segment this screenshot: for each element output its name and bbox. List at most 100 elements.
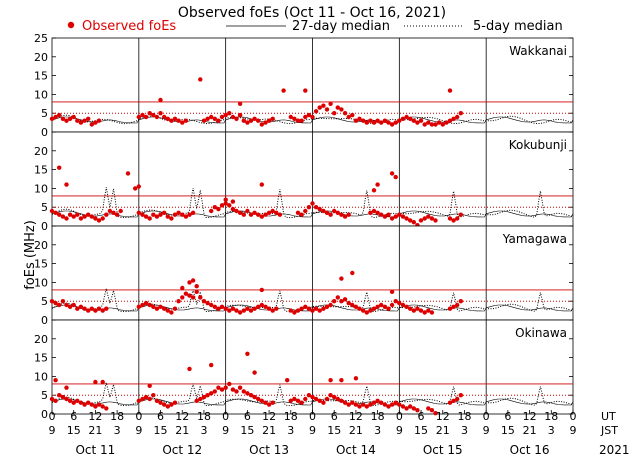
observed-point: [317, 206, 322, 212]
observed-point: [241, 308, 246, 313]
observed-point: [270, 400, 275, 405]
observed-point: [241, 389, 246, 394]
median5-line: [51, 382, 574, 407]
observed-point: [198, 295, 203, 300]
observed-point: [339, 276, 344, 281]
observed-point: [295, 118, 301, 123]
observed-point: [397, 212, 402, 217]
observed-point: [393, 174, 398, 180]
observed-point: [162, 114, 167, 120]
observed-point: [266, 118, 272, 123]
observed-point: [447, 88, 453, 93]
observed-point: [187, 293, 192, 298]
observed-point: [324, 107, 330, 112]
observed-point: [172, 116, 178, 122]
observed-point: [201, 118, 207, 123]
observed-point: [223, 197, 228, 202]
observed-point: [183, 214, 189, 219]
observed-point: [162, 306, 167, 311]
station-label: Yamagawa: [502, 232, 567, 246]
panel-kokubunji: 0 5 10 15 20 Kokubunji: [34, 131, 574, 233]
observed-point: [82, 118, 87, 123]
jst-tick-label: 21: [349, 424, 363, 437]
observed-point: [57, 212, 62, 217]
ut-tick-label: 6: [70, 410, 77, 423]
observed-point: [339, 398, 344, 403]
jst-tick-label: 9: [49, 424, 56, 437]
observed-point: [143, 394, 149, 400]
observed-point: [375, 118, 380, 123]
observed-point: [107, 208, 113, 214]
jst-tick-label: 15: [240, 424, 254, 437]
observed-point: [350, 270, 355, 276]
observed-point: [187, 212, 192, 217]
observed-point: [234, 116, 239, 122]
legend-median5-label: 5-day median: [473, 19, 563, 34]
ut-tick-label: 6: [504, 410, 511, 423]
observed-point: [400, 302, 406, 308]
observed-point: [266, 402, 272, 407]
observed-point: [169, 310, 174, 315]
jst-tick-label: 21: [523, 424, 537, 437]
observed-point: [263, 120, 268, 125]
observed-point: [371, 400, 377, 405]
y-tick-label: 0: [41, 126, 48, 139]
y-tick-label: 10: [34, 276, 48, 289]
observed-point: [180, 212, 185, 217]
observed-point: [288, 308, 293, 313]
observed-point: [187, 280, 192, 285]
observed-point: [382, 214, 388, 219]
observed-point: [198, 77, 203, 82]
observed-point: [429, 408, 435, 413]
day-label: Oct 12: [162, 443, 202, 457]
observed-point: [335, 396, 340, 402]
y-tick-label: 15: [34, 164, 48, 177]
observed-point: [346, 114, 351, 120]
observed-point: [154, 398, 160, 403]
observed-point: [75, 306, 80, 311]
observed-point: [281, 88, 286, 93]
observed-point: [332, 394, 337, 400]
observed-point: [158, 400, 163, 405]
observed-point: [162, 210, 167, 215]
observed-point: [219, 114, 225, 120]
observed-point: [328, 302, 333, 308]
observed-point: [386, 306, 391, 311]
panel-wakkanai: 0 5 10 15 20 25 Wakkanai: [34, 32, 574, 139]
observed-point: [209, 391, 214, 396]
jst-tick-label: 15: [414, 424, 428, 437]
observed-point: [183, 291, 189, 296]
observed-point: [154, 306, 160, 311]
observed-point: [241, 118, 246, 123]
observed-point: [259, 182, 264, 187]
observed-point: [270, 116, 275, 122]
observed-point: [237, 210, 243, 215]
observed-point: [266, 306, 272, 311]
observed-point: [288, 114, 293, 120]
observed-point: [400, 116, 406, 122]
y-tick-label: 15: [34, 70, 48, 83]
observed-point: [306, 112, 312, 118]
observed-point: [216, 306, 221, 311]
observed-point: [71, 302, 76, 308]
ut-tick-label: 18: [197, 410, 211, 423]
ut-tick-label: 0: [396, 410, 403, 423]
observed-point: [147, 111, 152, 116]
observed-point: [364, 120, 369, 125]
observed-point: [237, 112, 243, 118]
observed-point: [433, 218, 438, 223]
observed-point: [306, 205, 312, 210]
jst-tick-label: 3: [287, 424, 294, 437]
observed-point: [147, 302, 152, 308]
observed-point: [227, 381, 232, 387]
observed-point: [176, 299, 181, 304]
observed-point: [53, 300, 58, 306]
observed-point: [219, 387, 225, 392]
observed-point: [201, 394, 207, 400]
observed-point: [259, 302, 264, 308]
observed-point: [335, 210, 340, 215]
observed-point: [49, 299, 55, 304]
observed-point: [143, 114, 149, 120]
observed-point: [57, 302, 62, 308]
observed-point: [455, 396, 460, 402]
